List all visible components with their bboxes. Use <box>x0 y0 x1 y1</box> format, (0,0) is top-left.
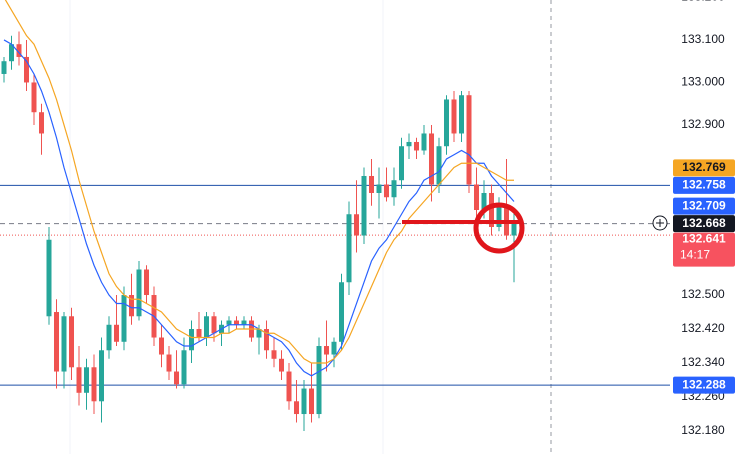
candle-body <box>226 320 232 325</box>
candle-body <box>271 350 277 359</box>
candle-body <box>414 141 419 151</box>
candle-body <box>294 401 299 415</box>
candle-body <box>451 99 457 134</box>
candle-body <box>331 341 337 355</box>
candle-body <box>136 269 142 317</box>
candle-body <box>129 295 134 317</box>
price-badge-text: 132.288 <box>682 377 726 391</box>
annotation-circle <box>473 202 525 254</box>
candle-body <box>61 316 67 372</box>
candle-body <box>241 320 247 325</box>
y-tick-label: 133.200 <box>681 0 725 4</box>
candle-body <box>1 61 7 74</box>
candle-body <box>16 44 22 57</box>
current-price-badge <box>673 215 735 233</box>
candle-body <box>9 44 14 62</box>
y-tick-label: 132.180 <box>681 423 725 437</box>
candle-body <box>91 367 97 402</box>
candle-body <box>474 184 479 210</box>
candle-body <box>159 337 164 355</box>
candle-body <box>384 184 389 198</box>
candle-body <box>376 184 382 193</box>
candle-body <box>481 192 487 210</box>
candle-body <box>24 56 29 83</box>
add-button[interactable] <box>652 215 668 231</box>
candle-body <box>264 329 269 351</box>
plot <box>0 0 670 432</box>
candle-body <box>286 371 292 402</box>
candle-body <box>459 95 464 134</box>
candle-body <box>436 146 442 185</box>
y-tick-label: 132.420 <box>681 321 725 335</box>
candle-body <box>76 367 82 393</box>
candle-body <box>339 282 344 342</box>
y-tick-label: 133.000 <box>681 75 725 89</box>
candle-body <box>399 146 404 181</box>
candle-body <box>444 99 449 147</box>
price-badge-text: 132.709 <box>682 198 726 212</box>
candle-body <box>391 180 397 198</box>
price-badge-text: 132.769 <box>682 160 726 174</box>
price-badge-text: 132.641 <box>682 231 726 245</box>
candle-body <box>121 295 127 342</box>
y-tick-label: 132.500 <box>681 287 725 301</box>
candle-body <box>301 388 307 415</box>
candle-body <box>114 324 119 342</box>
price-badge <box>673 197 735 215</box>
candle-body <box>309 388 314 415</box>
candle-body <box>361 175 367 236</box>
candle-body <box>429 133 434 185</box>
candle-body <box>106 324 112 351</box>
y-tick-label: 132.340 <box>681 355 725 369</box>
candle-body <box>166 354 172 372</box>
countdown-badge <box>673 232 735 267</box>
candle-body <box>489 192 494 227</box>
price-badge <box>673 176 735 194</box>
candle-body <box>39 112 44 134</box>
candle-body <box>181 350 187 385</box>
candle-body <box>46 239 52 317</box>
candle-body <box>31 82 37 113</box>
candle-body <box>144 269 149 296</box>
candle-body <box>84 367 89 393</box>
candle-body <box>406 141 412 147</box>
price-badge-text: 132.758 <box>682 178 726 192</box>
candle-body <box>211 316 217 334</box>
candle-body <box>174 371 179 385</box>
candle-body <box>234 320 239 325</box>
annotation <box>402 202 525 254</box>
candle-body <box>421 133 427 151</box>
candle-body <box>189 329 194 351</box>
candle-body <box>354 214 359 236</box>
price-badge <box>673 376 735 394</box>
candle-body <box>196 329 202 338</box>
candle-body <box>346 214 352 283</box>
candle-body <box>54 312 59 372</box>
candle-body <box>69 316 74 368</box>
candle-body <box>256 329 262 338</box>
candle-body <box>279 358 284 372</box>
candle-body <box>324 346 329 355</box>
candle-body <box>496 205 502 227</box>
price-axis: 133.200 133.100 133.000 132.900 132.500 132.4… <box>673 0 735 437</box>
y-tick-label: 133.100 <box>681 32 725 46</box>
price-badge <box>673 159 735 177</box>
y-tick-label: 132.900 <box>681 117 725 131</box>
candle-body <box>316 346 322 415</box>
candle-body <box>511 222 517 236</box>
candle-body <box>466 95 472 185</box>
candle-body <box>99 350 104 402</box>
current-price-badge-text: 132.668 <box>682 216 726 230</box>
moving-average <box>4 0 514 364</box>
candle-body <box>204 316 209 338</box>
candle-body <box>369 175 374 193</box>
countdown-text: 14:17 <box>680 247 710 261</box>
